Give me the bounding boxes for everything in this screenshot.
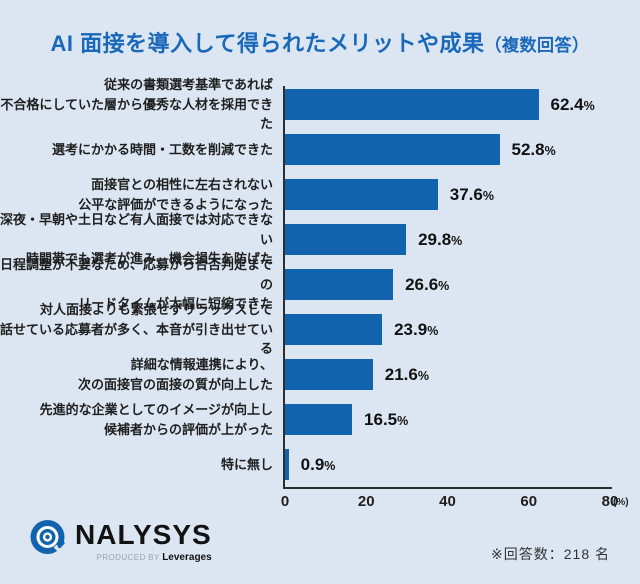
value-number: 29.8 [418,229,452,249]
bar-track: 26.6% [285,262,610,307]
chart-title-main: AI 面接を導入して得られたメリットや成果 [50,31,485,56]
value-label: 37.6% [450,185,494,205]
chart-row: 特に無し 0.9% [0,442,640,487]
bar [285,449,289,480]
value-unit: % [397,413,409,428]
value-number: 62.4 [550,94,584,114]
x-axis-tick: 0 [280,493,290,510]
bar-track: 16.5% [285,397,610,442]
x-axis-tick: 60 [520,493,538,510]
value-number: 52.8 [511,139,545,159]
bar [285,134,500,165]
bar [285,359,373,390]
bar-track: 21.6% [285,352,610,397]
value-label: 21.6% [385,365,429,385]
x-axis-tick: 40 [439,493,456,510]
value-unit: % [451,233,463,248]
x-axis-ticks: (%) 0 20 40 60 80 [281,493,629,513]
value-label: 0.9% [301,455,336,475]
bar [285,269,394,300]
bar-track: 0.9% [285,442,610,487]
x-axis-tick: 20 [357,493,375,510]
value-number: 23.9 [394,319,428,339]
value-label: 26.6% [405,275,449,295]
category-label: 日程調整が不要なため、応募から合否判定までの リードタイムが大幅に短縮できた [0,257,274,312]
y-axis-line [283,86,285,489]
category-label: 面接官との相性に左右されない 公平な評価ができるようになった [78,177,273,212]
value-number: 37.6 [449,184,483,204]
value-label: 16.5% [364,410,408,430]
value-unit: % [324,458,336,473]
value-unit: % [427,323,439,338]
value-number: 26.6 [405,274,439,294]
bar [285,404,353,435]
logo-text-block: NALYSYS PRODUCED BY Leverages [75,517,212,564]
category-label: 特に無し [220,456,273,472]
chart-row: 深夜・早朝や土日など有人面接では対応できない 時間帯でも選考が進み、機会損失を防… [0,212,640,266]
x-axis-tick: 80 [601,493,619,510]
category-label: 従来の書類選考基準であれば 不合格にしていた層から優秀な人材を採用できた [0,77,273,132]
value-label: 52.8% [512,140,556,160]
category-label: 選考にかかる時間・工数を削減できた [51,141,273,157]
nalysys-logo-icon [30,520,67,557]
bar-track: 62.4% [285,82,610,127]
value-label: 29.8% [418,230,462,250]
value-unit: % [482,188,494,203]
bar-track: 29.8% [285,217,610,262]
chart-row: 詳細な情報連携により、 次の面接官の面接の質が向上した 21.6% [0,352,640,397]
bar-track: 23.9% [285,307,610,352]
produced-by-label: PRODUCED BY [96,553,160,562]
category-label: 対人面接よりも緊張せずリラックスして 話せている応募者が多く、本音が引き出せてい… [0,302,274,357]
chart-row: 対人面接よりも緊張せずリラックスして 話せている応募者が多く、本音が引き出せてい… [0,302,640,356]
chart-row: 選考にかかる時間・工数を削減できた 52.8% [0,127,640,172]
chart-title-note: （複数回答） [484,36,590,55]
x-axis-line [283,487,612,489]
chart-row: 面接官との相性に左右されない 公平な評価ができるようになった 37.6% [0,172,640,217]
value-unit: % [417,368,429,383]
producer-name: Leverages [162,552,212,563]
bar [285,89,539,120]
value-number: 0.9 [300,454,325,474]
logo-byline: PRODUCED BY Leverages [75,552,212,563]
respondents-note: ※回答数：218 名 [491,546,610,562]
logo-wordmark: NALYSYS [75,519,212,550]
chart-row: 先進的な企業としてのイメージが向上し 候補者からの評価が上がった 16.5% [0,397,640,442]
category-label: 詳細な情報連携により、 次の面接官の面接の質が向上した [77,357,273,392]
value-label: 62.4% [551,95,595,115]
value-unit: % [544,143,556,158]
bar [285,179,438,210]
chart-rows: 従来の書類選考基準であれば 不合格にしていた層から優秀な人材を採用できた 62.… [0,77,640,487]
category-label: 深夜・早朝や土日など有人面接では対応できない 時間帯でも選考が進み、機会損失を防… [0,212,274,267]
nalysys-logo: NALYSYS PRODUCED BY Leverages [28,517,212,563]
chart-title: AI 面接を導入して得られたメリットや成果（複数回答） [0,26,640,58]
category-label: 先進的な企業としてのイメージが向上し 候補者からの評価が上がった [39,402,273,437]
bar [285,314,383,345]
value-number: 16.5 [364,409,398,429]
bar-track: 37.6% [285,172,610,217]
x-axis-unit-label: (%) [613,497,629,508]
value-number: 21.6 [384,364,418,384]
bar-track: 52.8% [285,127,610,172]
bar [285,224,407,255]
value-unit: % [583,98,595,113]
chart-row: 従来の書類選考基準であれば 不合格にしていた層から優秀な人材を採用できた 62.… [0,77,640,131]
chart-row: 日程調整が不要なため、応募から合否判定までの リードタイムが大幅に短縮できた 2… [0,257,640,311]
value-label: 23.9% [394,320,438,340]
value-unit: % [438,278,450,293]
bar-chart: 従来の書類選考基準であれば 不合格にしていた層から優秀な人材を採用できた 62.… [0,77,640,522]
